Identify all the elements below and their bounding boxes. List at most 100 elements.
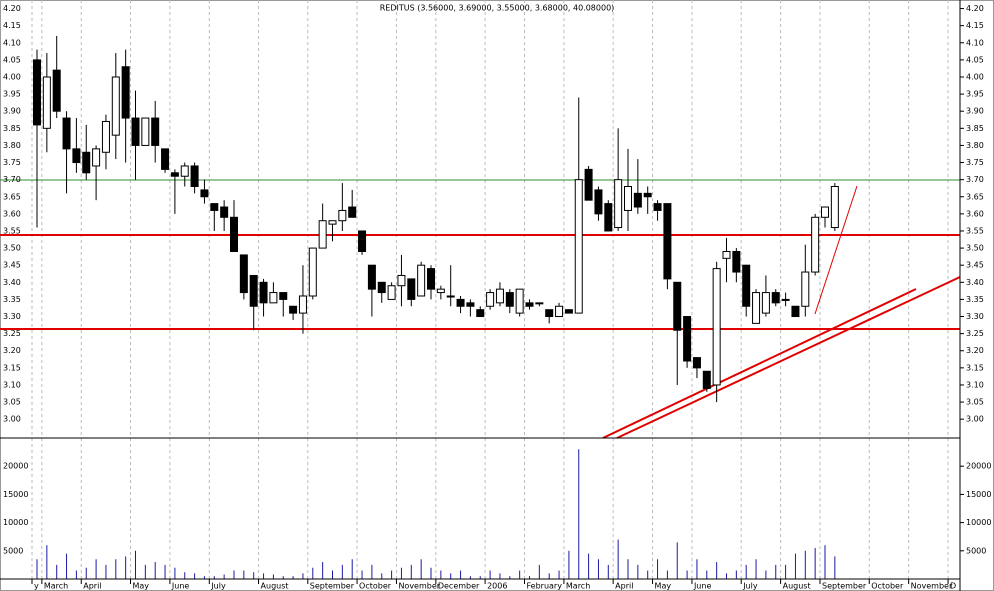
candle-body (377, 281, 386, 294)
candle-body (42, 76, 51, 129)
candle-body (791, 305, 800, 318)
candle-body (52, 69, 61, 112)
x-tick-label: March (566, 582, 590, 591)
candle-body (92, 148, 101, 167)
candle-body (486, 292, 495, 307)
y-tick-label: 3.30 (3, 312, 21, 321)
candle-body (624, 185, 632, 211)
candle-body (180, 165, 189, 177)
candle-body (525, 302, 534, 307)
candle-body (712, 268, 721, 386)
x-tick-label: February (527, 582, 563, 591)
candle-body (161, 148, 170, 170)
y-tick-label: 3.55 (3, 226, 21, 235)
candle-body (722, 251, 731, 259)
y-tick-label: 3.45 (3, 261, 21, 270)
candle-body (673, 281, 682, 331)
x-tick-label: 2006 (487, 582, 507, 591)
y-tick-label: 3.75 (966, 158, 984, 167)
candle-body (732, 251, 741, 273)
candle-body (82, 151, 91, 174)
x-tick-label: y (34, 582, 39, 591)
candle-body (742, 264, 751, 307)
candle-body (643, 192, 652, 198)
y-tick-label: 3.10 (3, 380, 21, 389)
candle-body (830, 185, 839, 229)
candle-body (33, 59, 41, 126)
y-tick-label: 3.45 (966, 261, 984, 270)
y2-tick-label: 5000 (3, 546, 23, 555)
candle-body (170, 172, 179, 177)
y-tick-label: 3.65 (966, 192, 984, 201)
candle-body (476, 309, 485, 318)
x-tick-label: April (615, 582, 633, 591)
candle-body (259, 281, 268, 304)
y-tick-label: 4.05 (3, 55, 21, 64)
y-tick-label: 3.90 (966, 107, 984, 116)
grid (31, 0, 949, 579)
y-tick-label: 3.90 (3, 107, 21, 116)
y-tick-label: 4.15 (966, 21, 984, 30)
candle-body (427, 268, 435, 290)
candle-body (801, 271, 810, 307)
y-tick-label: 3.00 (966, 415, 984, 424)
x-tick-label: August (261, 582, 289, 591)
candle-body (111, 76, 120, 136)
candle-body (72, 148, 81, 164)
candle-body (131, 117, 140, 146)
x-tick-label: July (210, 582, 226, 591)
candle-body (752, 292, 761, 324)
candle-body (328, 220, 337, 225)
y-tick-label: 4.15 (3, 21, 21, 30)
y-tick-label: 3.70 (966, 175, 984, 184)
candle-body (308, 247, 317, 297)
candle-body (210, 203, 219, 211)
y2-tick-label: 10000 (3, 518, 28, 527)
y-tick-label: 3.60 (966, 209, 984, 218)
y-tick-label: 4.20 (3, 4, 21, 13)
x-tick-label: June (693, 582, 712, 591)
x-tick-label: August (783, 582, 811, 591)
y-tick-label: 3.30 (966, 312, 984, 321)
candle-body (594, 189, 603, 215)
candle-body (535, 302, 544, 305)
candle-body (505, 292, 514, 307)
candle-body (387, 285, 396, 300)
x-tick-label: May (655, 582, 672, 591)
y-tick-label: 3.95 (3, 90, 21, 99)
candle-body (663, 203, 672, 280)
x-tick-label: July (742, 582, 758, 591)
candle-body (298, 295, 307, 314)
x-tick-label: June (171, 582, 190, 591)
y-tick-label: 3.20 (966, 346, 984, 355)
y-tick-label: 4.10 (966, 38, 984, 47)
candle-body (545, 309, 554, 318)
y-tick-label: 3.10 (966, 380, 984, 389)
candle-body (702, 370, 711, 389)
candle-body (190, 165, 199, 187)
y2-tick-label: 15000 (3, 490, 28, 499)
y-tick-label: 3.15 (3, 363, 21, 372)
y-tick-label: 3.25 (966, 329, 984, 338)
y-tick-label: 4.10 (3, 38, 21, 47)
trend-line (814, 185, 858, 315)
candle-body (821, 206, 829, 218)
y-tick-label: 3.20 (3, 346, 21, 355)
y-tick-label: 3.85 (966, 124, 984, 133)
candle-body (397, 274, 406, 287)
y2-tick-label: 15000 (966, 490, 991, 499)
candle-body (200, 189, 209, 198)
candle-body (289, 305, 298, 314)
candle-body (249, 274, 258, 307)
y-tick-label: 3.35 (966, 295, 984, 304)
candle-body (338, 209, 347, 222)
y-tick-label: 3.15 (966, 363, 984, 372)
y-tick-label: 3.40 (3, 278, 21, 287)
y-tick-label: 4.00 (3, 72, 21, 81)
x-tick-label: May (133, 582, 150, 591)
y-tick-label: 4.20 (966, 4, 984, 13)
trend-line (616, 276, 961, 439)
candle-body (555, 305, 564, 318)
candle-body (653, 203, 662, 211)
